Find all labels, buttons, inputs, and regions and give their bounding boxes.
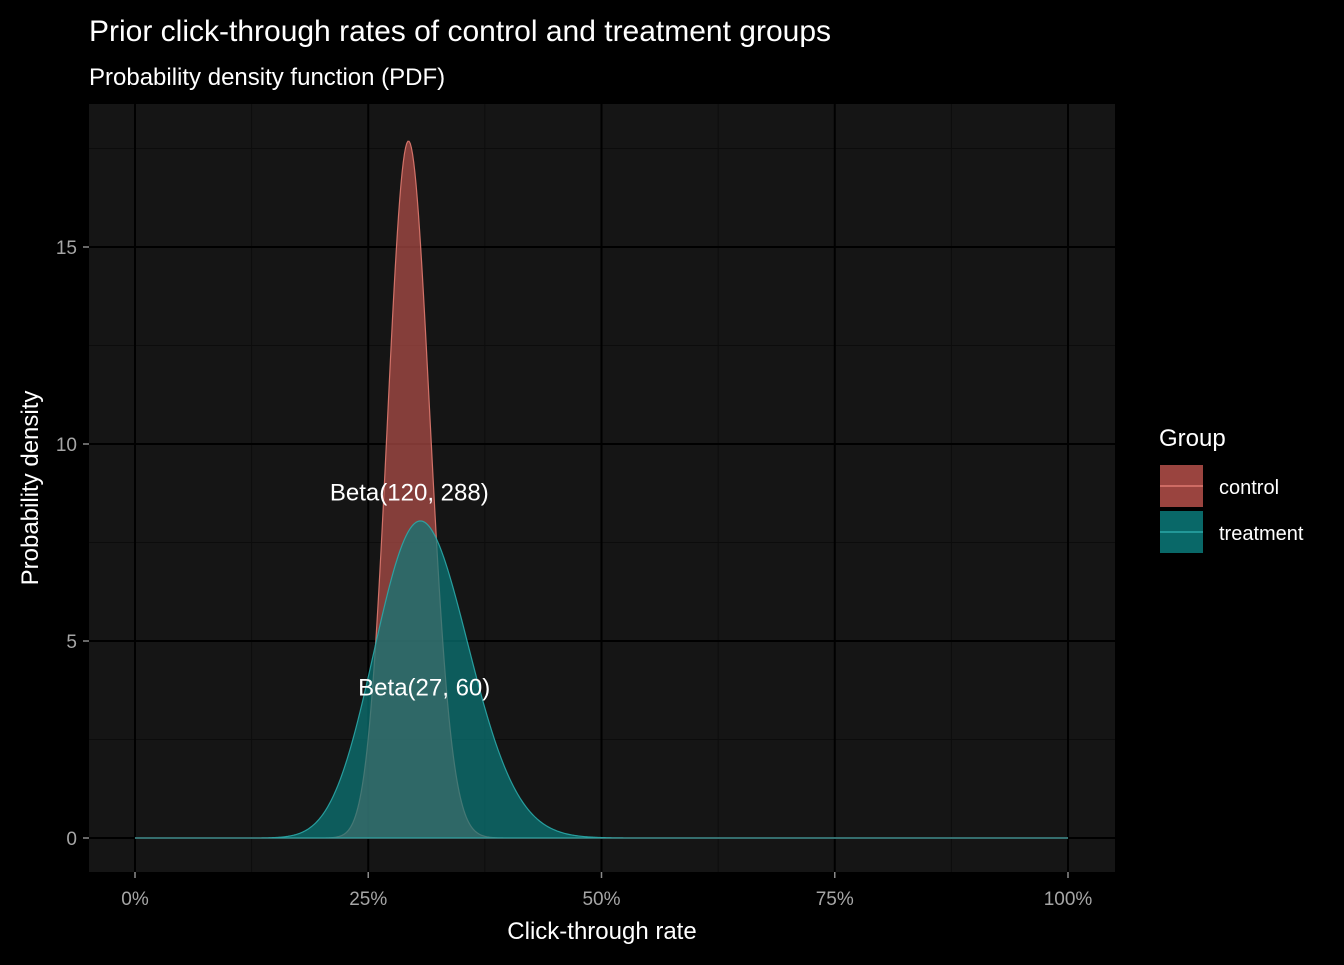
x-tick-label: 100% xyxy=(1044,889,1093,910)
legend-label-treatment: treatment xyxy=(1219,523,1304,545)
y-tick-label: 10 xyxy=(56,435,77,456)
density-areas xyxy=(135,140,1068,839)
x-tick-label: 50% xyxy=(582,889,620,910)
annotation-label: Beta(120, 288) xyxy=(330,479,489,506)
x-tick-label: 75% xyxy=(816,889,854,910)
y-axis: 0 5 10 15 xyxy=(56,238,89,850)
annotation-label: Beta(27, 60) xyxy=(358,674,490,701)
legend-title: Group xyxy=(1159,425,1226,452)
legend-items: control treatment xyxy=(1160,465,1304,553)
chart-subtitle: Probability density function (PDF) xyxy=(89,64,445,91)
annotations: Beta(120, 288) Beta(27, 60) xyxy=(330,479,490,701)
y-tick-label: 15 xyxy=(56,238,77,259)
legend-label-control: control xyxy=(1219,477,1279,499)
x-axis: 0% 25% 50% 75% 100% xyxy=(121,872,1092,910)
density-area-treatment xyxy=(135,520,1068,839)
y-tick-label: 0 xyxy=(66,829,77,850)
chart-title: Prior click-through rates of control and… xyxy=(89,15,831,48)
legend: Group control treatment xyxy=(1159,425,1304,553)
x-tick-label: 25% xyxy=(349,889,387,910)
x-axis-label: Click-through rate xyxy=(507,918,696,945)
y-axis-label: Probability density xyxy=(17,391,44,586)
x-tick-label: 0% xyxy=(121,889,149,910)
y-tick-label: 5 xyxy=(66,632,77,653)
